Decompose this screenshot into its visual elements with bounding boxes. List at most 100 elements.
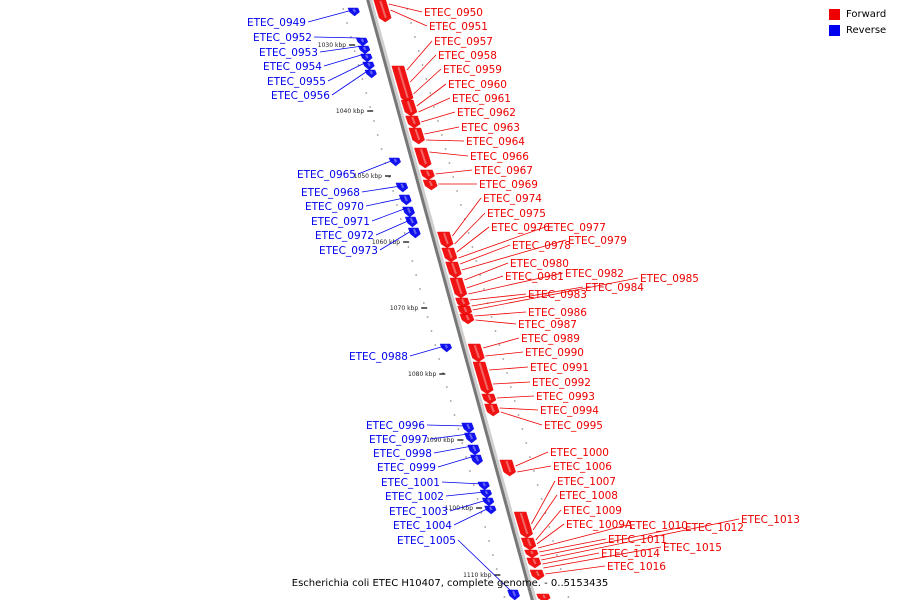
track-dot (456, 190, 459, 192)
tick-label: 1090 kbp (426, 437, 454, 444)
track-dot (433, 106, 435, 108)
track-dot (540, 498, 543, 500)
label-leader-line (313, 36, 361, 39)
forward-gene-feature (413, 147, 432, 169)
reverse-gene-feature (470, 454, 483, 466)
forward-gene-label: ETEC_0985 (640, 273, 699, 285)
reverse-gene-label: ETEC_1005 (397, 535, 456, 547)
label-leader-line (535, 509, 562, 541)
track-dot (421, 64, 424, 66)
reverse-gene-feature (355, 37, 369, 47)
forward-gene-label: ETEC_0990 (525, 347, 584, 359)
track-dot (434, 344, 437, 346)
reverse-gene-feature (467, 444, 481, 456)
forward-gene-feature-shine (455, 278, 463, 295)
label-leader-line (537, 524, 628, 549)
track-dot (483, 288, 485, 290)
track-dot (361, 78, 364, 80)
track-dot (480, 512, 483, 514)
reverse-gene-feature-shine (409, 217, 414, 224)
forward-gene-feature (422, 179, 438, 191)
track-dot (438, 358, 441, 360)
label-leader-line (475, 319, 517, 325)
forward-gene-feature (408, 127, 425, 145)
track-dot (440, 134, 443, 136)
forward-gene-feature-shine (406, 100, 413, 113)
forward-gene-feature (524, 549, 539, 559)
forward-gene-label: ETEC_0983 (528, 289, 587, 301)
forward-gene-feature (400, 99, 418, 117)
track-dot (448, 162, 451, 164)
forward-gene-feature-shine (447, 248, 453, 259)
forward-gene-feature (520, 537, 537, 551)
label-leader-line (379, 229, 414, 251)
tick-label: 1070 kbp (390, 305, 418, 312)
reverse-gene-label: ETEC_0954 (263, 61, 322, 73)
label-leader-line (365, 197, 405, 207)
forward-gene-label: ETEC_0994 (540, 405, 599, 417)
reverse-gene-feature (362, 61, 375, 71)
label-leader-line (545, 565, 606, 575)
tick-label: 1030 kbp (318, 42, 346, 49)
track-dot (502, 358, 505, 360)
label-leader-line (536, 523, 565, 545)
forward-gene-label: ETEC_1006 (553, 461, 612, 473)
forward-gene-feature-shine (443, 232, 449, 245)
forward-gene-feature-shine (428, 180, 433, 187)
reverse-gene-feature-shine (484, 490, 489, 495)
forward-gene-label: ETEC_1010 (629, 520, 688, 532)
forward-gene-feature-shine (542, 594, 546, 599)
label-leader-line (390, 9, 428, 27)
label-leader-line (543, 546, 662, 569)
track-dot (556, 554, 558, 556)
forward-gene-label: ETEC_0984 (585, 282, 644, 294)
reverse-gene-feature (461, 422, 475, 434)
track-dot (495, 568, 498, 570)
reverse-gene-feature-shine (367, 62, 371, 67)
track-dot (452, 176, 455, 178)
label-leader-line (496, 395, 535, 399)
reverse-gene-label: ETEC_0999 (377, 462, 436, 474)
label-leader-line (453, 507, 490, 526)
forward-gene-label: ETEC_0950 (424, 7, 483, 19)
track-dot (536, 484, 539, 486)
reverse-gene-feature-shine (489, 506, 493, 511)
label-leader-line (449, 499, 487, 512)
reverse-gene-label: ETEC_0972 (315, 230, 374, 242)
forward-gene-label: ETEC_0980 (510, 258, 569, 270)
label-leader-line (426, 424, 467, 427)
forward-gene-label: ETEC_0987 (518, 319, 577, 331)
label-leader-line (331, 69, 370, 96)
label-leader-line (452, 197, 482, 237)
track-dot (513, 400, 516, 402)
label-leader-line (413, 68, 442, 95)
label-leader-line (409, 345, 445, 357)
label-leader-line (371, 207, 407, 222)
track-dot (484, 526, 487, 528)
forward-gene-label: ETEC_0961 (452, 93, 511, 105)
label-leader-line (454, 212, 486, 245)
track-dot (471, 246, 474, 248)
track-dot (392, 190, 395, 192)
reverse-gene-feature (464, 432, 477, 444)
label-leader-line (517, 465, 552, 473)
forward-gene-label: ETEC_1009 (563, 505, 622, 517)
tick-label: 1060 kbp (372, 239, 400, 246)
label-leader-line (409, 54, 437, 83)
reverse-gene-feature-shine (400, 183, 405, 189)
forward-gene-feature-shine (426, 170, 431, 177)
track-dot (407, 246, 410, 248)
forward-gene-label: ETEC_1016 (607, 561, 666, 573)
reverse-gene-label: ETEC_0998 (373, 448, 432, 460)
forward-gene-feature-shine (419, 148, 427, 165)
forward-gene-feature (437, 231, 454, 249)
label-leader-line (541, 518, 740, 561)
forward-gene-feature (499, 459, 517, 477)
tick-label: 1040 kbp (336, 108, 364, 115)
track-dot (479, 274, 482, 276)
label-leader-line (489, 366, 529, 371)
track-dot (490, 316, 493, 318)
forward-gene-feature-shine (463, 306, 468, 313)
label-leader-line (357, 159, 394, 175)
track-dot (411, 260, 414, 262)
